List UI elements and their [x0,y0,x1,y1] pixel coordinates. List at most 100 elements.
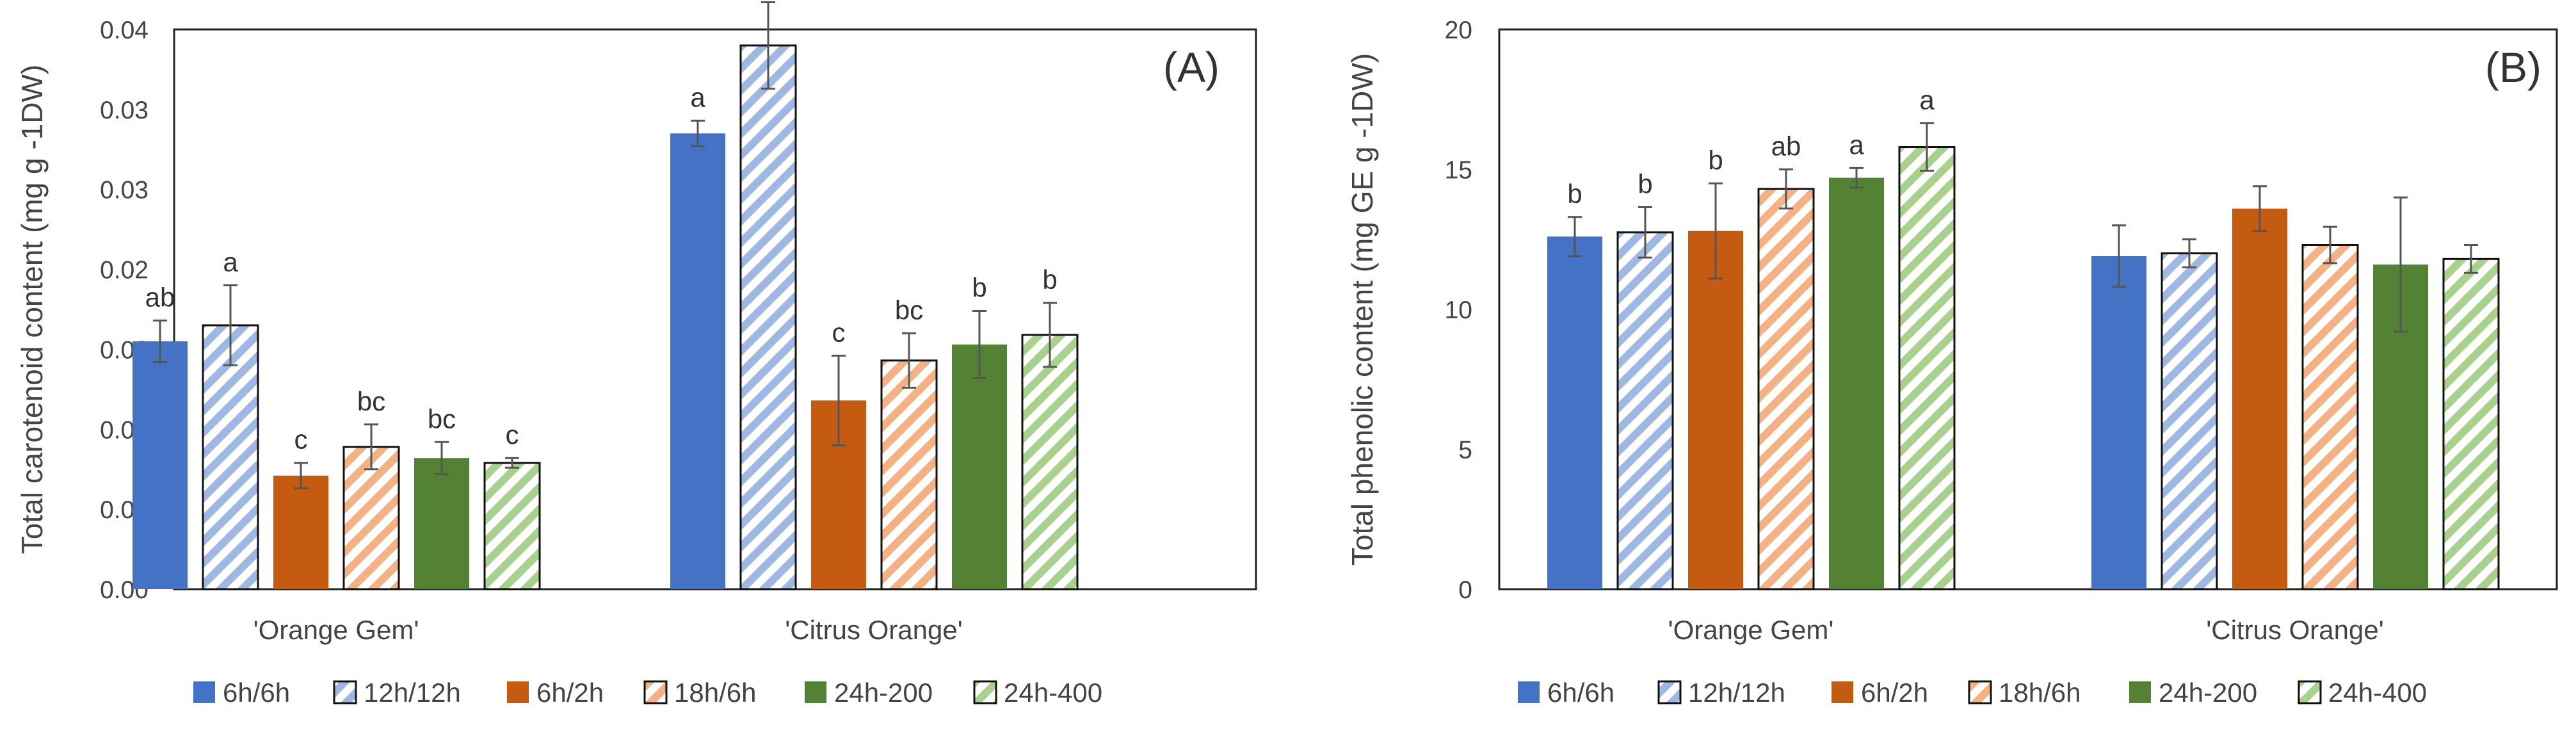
legend-item-6h-2h: 6h/2h [1831,678,1928,708]
bar-24h-400-1 [2442,257,2500,590]
y-axis-title: Total carotenoid content (mg g -1DW) [15,65,49,554]
chart-phenolic: 0 5 10 15 20 b b b ab a a 'Orange Gem' 'Citrus Ora… [1346,17,2558,708]
legend-swatch [1518,681,1540,703]
legend-swatch [643,680,668,704]
y-tick-label: 15 [1445,157,1472,184]
significance-label: b [1708,145,1723,175]
bar-6h-6h-0 [1547,236,1602,589]
legend-item-18h-6h: 18h/6h [643,678,756,708]
y-tick-label: 5 [1458,437,1472,464]
legend-swatch [805,681,826,703]
x-category-label: 'Orange Gem' [1668,615,1834,645]
legend-item-12h-12h: 12h/12h [1657,678,1785,708]
bar-6h-2h-0 [273,475,328,589]
legend-label: 6h/6h [223,678,290,708]
bar-12h-12h-0 [202,324,259,590]
bar-12h-12h-1 [739,44,797,590]
bar-24h-400-0 [483,462,541,590]
y-tick-label: 0 [1458,576,1472,604]
legend-label: 24h-200 [2159,678,2257,708]
bar-6h-2h-1 [2232,208,2287,589]
significance-label: b [1042,264,1057,295]
legend: 6h/6h 12h/12h 6h/2h 18h/6h 24h-200 24h-400 [1518,678,2427,708]
legend-item-24h-200: 24h-200 [2129,678,2257,708]
legend-label: 6h/2h [1861,678,1928,708]
legend-item-24h-200: 24h-200 [805,678,933,708]
legend-item-6h-6h: 6h/6h [1518,678,1614,708]
y-tick-label: 0.02 [100,257,149,284]
significance-label: a [1919,85,1935,115]
legend-item-12h-12h: 12h/12h [333,678,461,708]
y-axis-ticks: 0.000.010.010.020.020.030.030.04 [100,17,149,604]
legend-label: 24h-200 [834,678,933,708]
y-tick-label: 0.03 [100,177,149,204]
significance-label: b [972,272,986,302]
bar-18h-6h-0 [342,446,400,590]
plot-area-frame [1498,28,2558,590]
legend-swatch [1831,681,1853,703]
x-category-label: 'Orange Gem' [254,615,419,645]
legend-item-18h-6h: 18h/6h [1968,678,2081,708]
bar-24h-200-1 [952,344,1007,589]
legend-swatch [2129,681,2151,703]
bar-6h-6h-0 [133,341,188,589]
bar-6h-6h-1 [670,133,725,590]
legend-label: 18h/6h [674,678,756,708]
significance-label: a [223,247,238,277]
legend-label: 24h-400 [2328,678,2427,708]
bar-24h-400-0 [1898,146,1956,590]
legend-swatch [1968,680,1992,704]
bars-group: abacbcbccaacbcbb [133,1,1079,590]
y-axis-ticks: 0 5 10 15 20 [1445,17,1472,604]
y-tick-label: 0.04 [100,17,149,44]
panel-label: (B) [2485,44,2541,91]
significance-label: c [832,317,846,347]
legend-swatch [193,681,215,703]
bar-18h-6h-0 [1757,188,1815,590]
legend-swatch [333,680,357,704]
bar-12h-12h-1 [2161,252,2218,590]
legend-item-6h-6h: 6h/6h [193,678,290,708]
legend-label: 6h/6h [1547,678,1614,708]
significance-label: b [1638,168,1652,199]
legend-item-24h-400: 24h-400 [2298,678,2427,708]
significance-label: ab [1771,131,1801,161]
bar-18h-6h-1 [880,359,938,590]
significance-label: c [294,425,308,455]
chart-carotenoid: 0.000.010.010.020.020.030.030.04 abacbcb… [15,1,1257,708]
legend-label: 12h/12h [364,678,461,708]
significance-label: bc [895,295,923,325]
y-axis-title: Total phenolic content (mg GE g -1DW) [1346,53,1379,565]
legend-swatch [507,681,529,703]
significance-label: a [1849,129,1864,159]
x-category-label: 'Citrus Orange' [785,615,962,645]
legend-label: 6h/2h [536,678,604,708]
legend-item-24h-400: 24h-400 [973,678,1102,708]
y-tick-label: 20 [1445,17,1472,44]
significance-label: b [1567,179,1582,209]
significance-label: ab [145,282,175,312]
legend-swatch [973,680,997,704]
x-axis-categories: 'Orange Gem' 'Citrus Orange' [1668,615,2384,645]
significance-label: bc [428,403,456,434]
x-category-label: 'Citrus Orange' [2206,615,2383,645]
legend-swatch [1657,680,1682,704]
bar-24h-200-0 [1829,177,1884,589]
legend-label: 18h/6h [1999,678,2081,708]
bar-12h-12h-0 [1616,231,1674,590]
y-tick-label: 10 [1445,297,1472,324]
significance-label: c [506,419,519,450]
significance-label: bc [357,386,385,416]
y-tick-label: 0.03 [100,97,149,124]
legend-item-6h-2h: 6h/2h [507,678,604,708]
bars-group: b b b ab a a [1547,85,2500,590]
legend-label: 24h-400 [1004,678,1102,708]
bar-18h-6h-1 [2301,243,2359,590]
bar-6h-6h-1 [2091,256,2146,590]
bar-6h-2h-0 [1688,231,1743,589]
legend-label: 12h/12h [1688,678,1785,708]
legend: 6h/6h 12h/12h 6h/2h 18h/6h 24h-200 24h-400 [193,678,1102,708]
panel-label: (A) [1163,44,1220,91]
bar-24h-400-1 [1021,334,1079,590]
